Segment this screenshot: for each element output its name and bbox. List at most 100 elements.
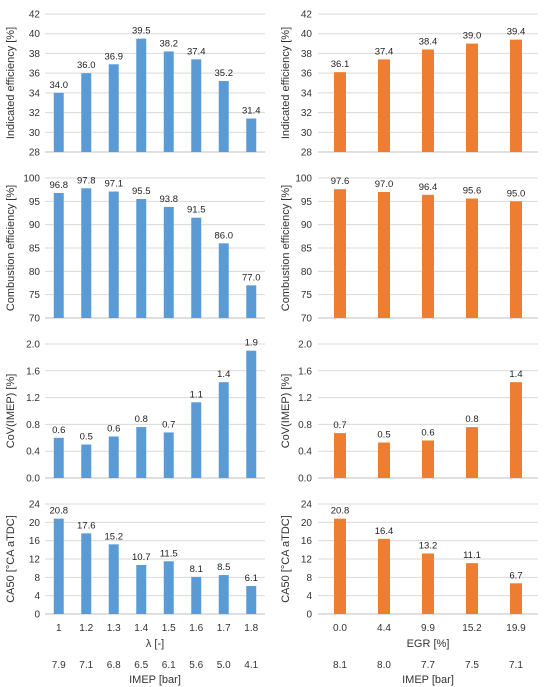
bar	[81, 533, 92, 614]
data-label: 34.0	[50, 80, 69, 91]
y-tick-label: 38	[301, 49, 313, 60]
bar	[53, 92, 64, 152]
x-tick-label: 1	[56, 623, 62, 634]
data-label: 11.5	[160, 548, 178, 559]
x-secondary-tick-label: 4.1	[244, 660, 258, 671]
bar	[334, 433, 346, 478]
data-label: 8.1	[190, 564, 203, 575]
y-tick-label: 8	[34, 573, 40, 584]
y-axis-label: Indicated efficiency [%]	[5, 27, 17, 139]
bar	[510, 382, 522, 478]
bar	[218, 81, 229, 152]
data-label: 38.2	[160, 38, 179, 49]
bar	[510, 583, 522, 614]
bar	[81, 188, 92, 318]
bar	[163, 432, 174, 478]
data-label: 96.8	[50, 180, 69, 191]
data-label: 39.0	[463, 31, 482, 42]
data-label: 1.1	[190, 389, 203, 400]
y-tick-label: 40	[29, 29, 41, 40]
data-label: 0.7	[333, 420, 346, 431]
x-secondary-tick-label: 8.0	[377, 660, 391, 671]
y-tick-label: 80	[301, 267, 313, 278]
x-axis-label: λ [-]	[146, 638, 164, 650]
bar	[510, 39, 522, 152]
data-label: 0.8	[135, 414, 148, 425]
bar	[218, 243, 229, 318]
y-tick-label: 75	[29, 290, 41, 301]
data-label: 17.6	[77, 520, 96, 531]
x-tick-label: 19.9	[506, 623, 526, 634]
data-label: 0.5	[377, 429, 390, 440]
data-label: 39.5	[132, 26, 151, 37]
bar	[466, 563, 478, 614]
data-label: 37.4	[375, 46, 394, 57]
x-tick-label: 1.2	[79, 623, 93, 634]
bar	[218, 575, 229, 614]
bar	[136, 564, 147, 614]
x-secondary-tick-label: 5.0	[217, 660, 231, 671]
data-label: 13.2	[419, 541, 438, 552]
bar	[163, 561, 174, 614]
bar	[108, 191, 119, 318]
data-label: 37.4	[187, 46, 206, 57]
x-secondary-tick-label: 7.5	[465, 660, 479, 671]
y-tick-label: 24	[301, 500, 313, 511]
data-label: 20.8	[331, 506, 350, 517]
y-tick-label: 90	[301, 220, 313, 231]
data-label: 97.1	[105, 179, 124, 190]
bar	[246, 586, 257, 614]
y-tick-label: 8	[306, 573, 312, 584]
x-tick-label: 4.4	[377, 623, 391, 634]
bar	[108, 544, 119, 614]
bar	[81, 73, 92, 152]
data-label: 39.4	[507, 27, 526, 38]
bar	[218, 382, 229, 478]
bar	[163, 206, 174, 318]
y-tick-label: 40	[301, 29, 313, 40]
y-tick-label: 70	[29, 314, 41, 325]
bar	[422, 49, 434, 152]
y-tick-label: 12	[301, 555, 313, 566]
y-tick-label: 2.0	[298, 340, 312, 351]
bar	[466, 43, 478, 153]
y-tick-label: 30	[301, 128, 313, 139]
bar	[136, 427, 147, 478]
x-secondary-tick-label: 8.1	[333, 660, 347, 671]
y-axis-label: CA50 [°CA aTDC]	[280, 515, 292, 603]
y-tick-label: 42	[301, 10, 313, 21]
bar	[136, 38, 147, 153]
y-tick-label: 24	[29, 500, 41, 511]
data-label: 96.4	[419, 182, 438, 193]
data-label: 15.2	[105, 531, 124, 542]
data-label: 91.5	[187, 205, 206, 216]
bar	[378, 538, 390, 614]
y-axis-label: Combustion efficiency [%]	[5, 185, 17, 311]
x-tick-label: 1.3	[107, 623, 121, 634]
y-tick-label: 85	[29, 244, 41, 255]
y-tick-label: 20	[29, 518, 41, 529]
y-tick-label: 0.4	[298, 447, 312, 458]
data-label: 0.5	[80, 432, 93, 443]
x-secondary-tick-label: 6.8	[107, 660, 121, 671]
data-label: 1.4	[509, 369, 522, 380]
data-label: 97.8	[77, 175, 96, 186]
data-label: 0.6	[52, 425, 65, 436]
data-label: 93.8	[160, 194, 179, 205]
y-tick-label: 1.6	[26, 366, 40, 377]
x-tick-label: 1.8	[244, 623, 258, 634]
x-tick-label: 1.7	[217, 623, 231, 634]
x-secondary-tick-label: 7.9	[52, 660, 66, 671]
data-label: 95.6	[463, 186, 482, 197]
bar	[510, 201, 522, 318]
data-label: 86.0	[215, 230, 234, 241]
x-tick-label: 15.2	[462, 623, 482, 634]
bar	[53, 192, 64, 318]
bar	[108, 436, 119, 478]
y-axis-label: CoV(IMEP) [%]	[280, 374, 292, 449]
bar	[246, 118, 257, 152]
y-axis-label: Combustion efficiency [%]	[280, 185, 292, 311]
x-secondary-tick-label: 6.5	[134, 660, 148, 671]
y-tick-label: 4	[34, 591, 40, 602]
